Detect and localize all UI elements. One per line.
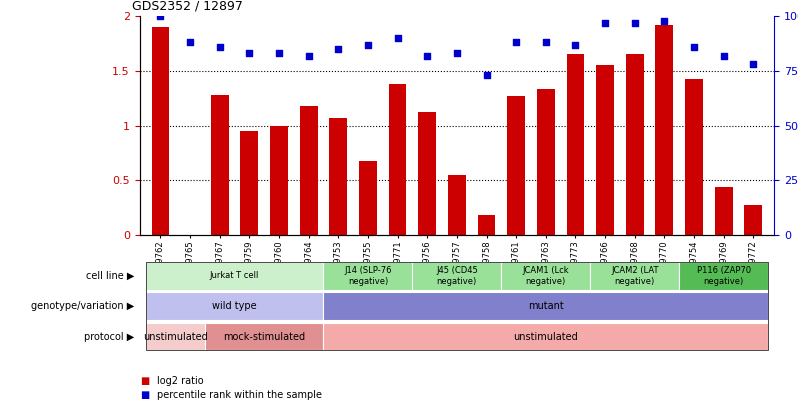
Bar: [211, 95, 228, 235]
Text: mock-stimulated: mock-stimulated: [223, 332, 305, 341]
Point: [243, 50, 255, 57]
Point: [717, 52, 730, 59]
Bar: [152, 27, 169, 235]
Text: cell line ▶: cell line ▶: [85, 271, 134, 281]
Text: wild type: wild type: [212, 301, 257, 311]
Point: [510, 39, 523, 46]
Point: [332, 46, 345, 52]
Text: unstimulated: unstimulated: [143, 332, 207, 341]
Bar: [448, 175, 466, 235]
Text: JCAM2 (LAT
negative): JCAM2 (LAT negative): [611, 266, 658, 286]
Point: [628, 19, 641, 26]
Point: [213, 44, 226, 50]
Point: [688, 44, 701, 50]
Bar: [330, 118, 347, 235]
Text: protocol ▶: protocol ▶: [84, 332, 134, 341]
Text: J14 (SLP-76
negative): J14 (SLP-76 negative): [344, 266, 392, 286]
Point: [539, 39, 552, 46]
Bar: [389, 84, 406, 235]
Text: Jurkat T cell: Jurkat T cell: [210, 271, 259, 280]
Text: JCAM1 (Lck
negative): JCAM1 (Lck negative): [523, 266, 569, 286]
Bar: [270, 126, 288, 235]
Point: [302, 52, 315, 59]
Point: [273, 50, 286, 57]
Text: unstimulated: unstimulated: [513, 332, 579, 341]
Text: genotype/variation ▶: genotype/variation ▶: [31, 301, 134, 311]
Point: [658, 17, 671, 24]
Text: J45 (CD45
negative): J45 (CD45 negative): [436, 266, 478, 286]
Point: [361, 41, 374, 48]
Text: GDS2352 / 12897: GDS2352 / 12897: [132, 0, 243, 12]
Text: mutant: mutant: [528, 301, 563, 311]
Text: ■: ■: [140, 390, 149, 400]
Bar: [715, 187, 733, 235]
Bar: [537, 90, 555, 235]
Bar: [655, 25, 674, 235]
Bar: [300, 106, 318, 235]
Bar: [478, 215, 496, 235]
Point: [747, 61, 760, 68]
Bar: [626, 54, 644, 235]
Point: [450, 50, 463, 57]
Point: [421, 52, 433, 59]
Bar: [418, 113, 436, 235]
Text: ■: ■: [140, 376, 149, 386]
Text: log2 ratio: log2 ratio: [157, 376, 203, 386]
Text: P116 (ZAP70
negative): P116 (ZAP70 negative): [697, 266, 751, 286]
Point: [154, 13, 167, 19]
Bar: [567, 54, 584, 235]
Point: [569, 41, 582, 48]
Point: [391, 35, 404, 41]
Bar: [359, 160, 377, 235]
Point: [480, 72, 493, 79]
Bar: [508, 96, 525, 235]
Point: [598, 19, 611, 26]
Bar: [240, 131, 259, 235]
Point: [184, 39, 196, 46]
Text: percentile rank within the sample: percentile rank within the sample: [157, 390, 322, 400]
Bar: [745, 205, 762, 235]
Bar: [596, 66, 614, 235]
Bar: [685, 79, 703, 235]
